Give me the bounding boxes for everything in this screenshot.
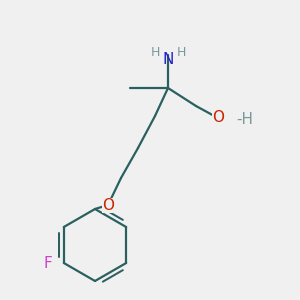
Text: H: H xyxy=(150,46,160,59)
Text: -H: -H xyxy=(236,112,253,128)
Text: O: O xyxy=(212,110,224,125)
Text: N: N xyxy=(162,52,174,67)
Text: H: H xyxy=(176,46,186,59)
Text: F: F xyxy=(43,256,52,271)
Text: O: O xyxy=(102,197,114,212)
